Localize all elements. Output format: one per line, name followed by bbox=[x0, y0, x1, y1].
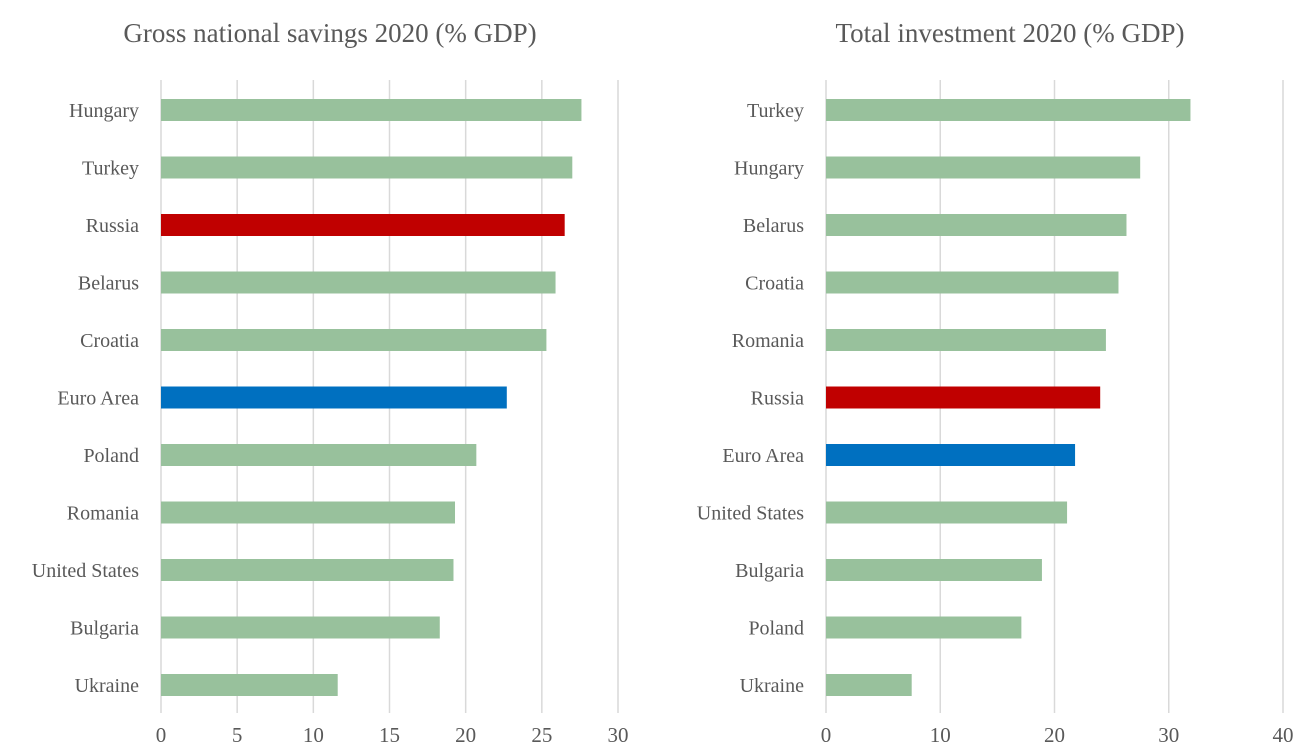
right-category-label: Russia bbox=[751, 388, 804, 410]
left-x-tick-label: 30 bbox=[608, 723, 629, 747]
right-category-label: Poland bbox=[748, 618, 804, 640]
left-category-label: Russia bbox=[86, 215, 139, 237]
right-chart-title: Total investment 2020 (% GDP) bbox=[835, 18, 1185, 48]
left-bar bbox=[161, 156, 573, 179]
left-bar bbox=[161, 501, 456, 524]
right-x-tick-label: 10 bbox=[930, 723, 951, 747]
left-category-label: Romania bbox=[67, 503, 139, 525]
left-category-label: Turkey bbox=[82, 158, 139, 180]
right-category-label: Hungary bbox=[734, 158, 804, 180]
right-bar bbox=[826, 329, 1106, 351]
left-category-label: United States bbox=[32, 560, 139, 582]
right-category-label: Turkey bbox=[747, 100, 804, 122]
left-x-tick-label: 0 bbox=[156, 723, 167, 747]
left-bar bbox=[161, 616, 440, 639]
right-bar bbox=[826, 386, 1101, 409]
left-bar bbox=[161, 386, 507, 409]
right-category-label: Ukraine bbox=[740, 675, 805, 697]
right-x-tick-label: 40 bbox=[1273, 723, 1294, 747]
left-bar bbox=[161, 271, 556, 294]
right-category-label: Romania bbox=[732, 330, 804, 352]
right-x-tick-label: 20 bbox=[1044, 723, 1065, 747]
right-bar bbox=[826, 271, 1119, 294]
right-bar bbox=[826, 214, 1127, 236]
left-x-tick-label: 25 bbox=[531, 723, 552, 747]
left-chart-title: Gross national savings 2020 (% GDP) bbox=[123, 18, 537, 48]
left-x-tick-label: 20 bbox=[455, 723, 476, 747]
right-x-tick-label: 0 bbox=[821, 723, 832, 747]
right-bar bbox=[826, 501, 1068, 524]
left-x-tick-label: 5 bbox=[232, 723, 243, 747]
right-bar bbox=[826, 99, 1191, 121]
left-category-label: Bulgaria bbox=[70, 618, 139, 640]
left-x-tick-label: 15 bbox=[379, 723, 400, 747]
left-bar bbox=[161, 99, 582, 121]
left-category-label: Hungary bbox=[69, 100, 139, 122]
right-bar bbox=[826, 559, 1042, 581]
left-bar bbox=[161, 559, 454, 581]
left-x-tick-label: 10 bbox=[303, 723, 324, 747]
left-bar bbox=[161, 329, 547, 351]
right-bar bbox=[826, 616, 1022, 639]
right-bar bbox=[826, 156, 1141, 179]
right-chart: 0 10 20 30 40 Turkey Hungary Belarus Croatia Roma… bbox=[697, 80, 1294, 747]
right-category-label: Croatia bbox=[745, 273, 804, 295]
left-category-label: Euro Area bbox=[57, 388, 139, 410]
right-bar bbox=[826, 674, 912, 696]
left-bar bbox=[161, 674, 338, 696]
right-category-label: Euro Area bbox=[722, 445, 804, 467]
left-bar bbox=[161, 444, 477, 466]
left-category-label: Poland bbox=[83, 445, 139, 467]
right-category-label: Bulgaria bbox=[735, 560, 804, 582]
right-category-label: United States bbox=[697, 503, 804, 525]
left-category-label: Croatia bbox=[80, 330, 139, 352]
right-x-tick-label: 30 bbox=[1158, 723, 1179, 747]
left-category-label: Belarus bbox=[78, 273, 139, 295]
right-bar bbox=[826, 444, 1076, 466]
left-bar bbox=[161, 214, 565, 236]
left-category-label: Ukraine bbox=[75, 675, 140, 697]
left-chart: 0 5 10 15 20 25 30 Hungary Turkey Russia Belarus Cr… bbox=[32, 80, 629, 747]
right-category-label: Belarus bbox=[743, 215, 804, 237]
